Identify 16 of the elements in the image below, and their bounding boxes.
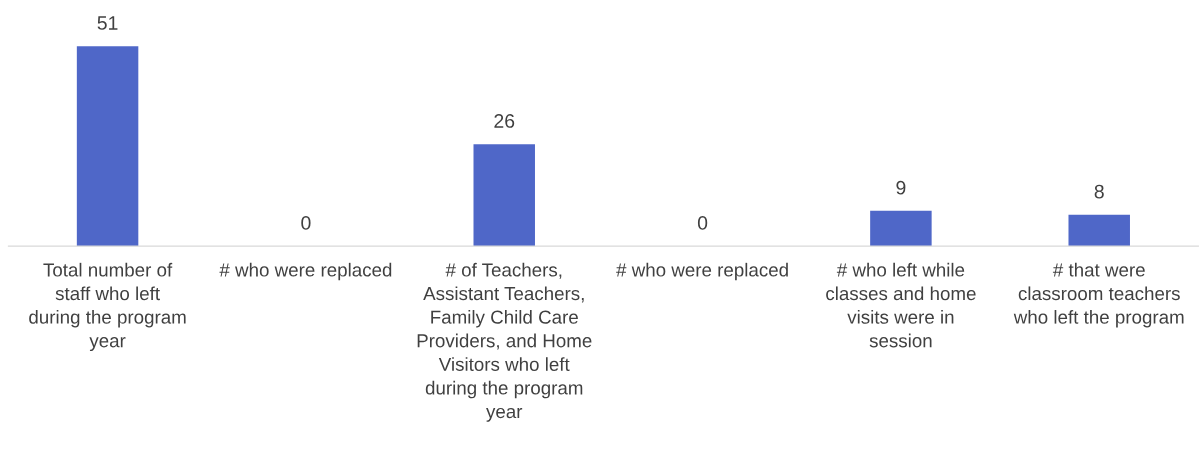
data-label: 9 (896, 180, 906, 195)
x-tick-label: # who were replaced (616, 262, 788, 281)
bar (1068, 214, 1130, 247)
data-label: 8 (1094, 184, 1104, 199)
data-label: 0 (301, 216, 311, 230)
x-tick-label: Total number of staff who left during the program year (29, 262, 186, 352)
bar (473, 144, 535, 247)
x-tick-label: # who left while classes and home visits were in session (826, 262, 976, 348)
bar (76, 46, 139, 247)
data-label: 0 (697, 216, 708, 230)
data-label: 51 (97, 16, 118, 30)
x-tick-label: # that were classroom teachers who left the program (1013, 262, 1184, 328)
data-label: 26 (494, 114, 515, 128)
bar (870, 210, 932, 247)
x-tick-label: # of Teachers, Assistant Teachers, Family Child Care Providers, and Home Visitors who left during the program year (417, 262, 592, 422)
x-tick-label: # who were replaced (219, 262, 392, 281)
